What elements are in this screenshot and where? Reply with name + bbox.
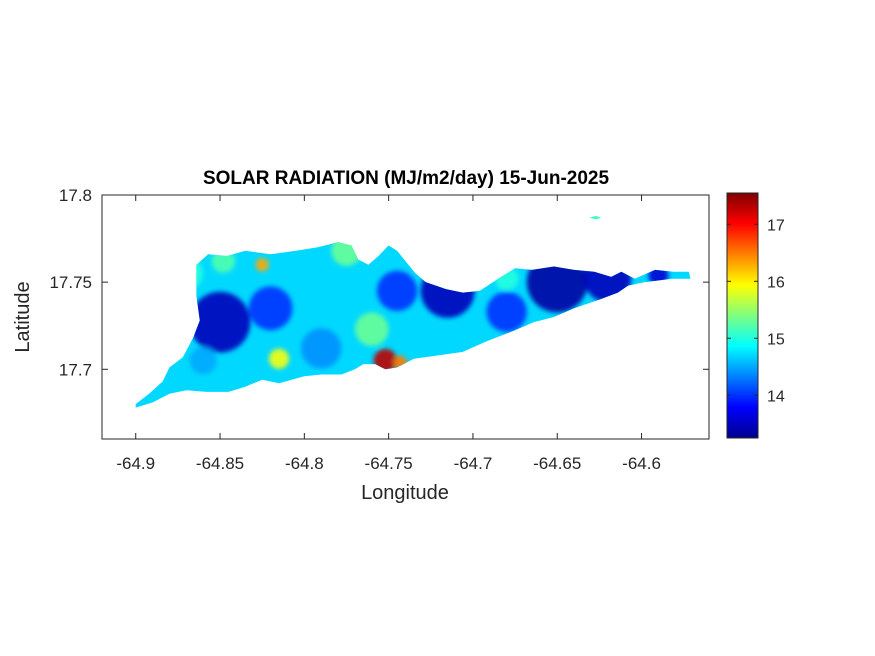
radiation-cell (189, 347, 217, 375)
colorbar-tick-label: 17 (767, 217, 785, 234)
x-tick-label: -64.8 (285, 454, 324, 473)
x-tick-label: -64.75 (365, 454, 413, 473)
radiation-cell (255, 258, 269, 272)
colorbar-tick-label: 15 (767, 331, 785, 348)
colorbar-tick-label: 16 (767, 274, 785, 291)
colorbar-gradient (726, 192, 759, 439)
radiation-cell (486, 291, 527, 332)
radiation-cell (211, 249, 236, 273)
chart-title: SOLAR RADIATION (MJ/m2/day) 15-Jun-2025 (203, 168, 610, 189)
islet (589, 215, 602, 220)
x-tick-label: -64.7 (454, 454, 493, 473)
y-tick-label: 17.8 (59, 186, 92, 205)
radiation-cell (189, 291, 251, 353)
radiation-cell (376, 270, 418, 312)
y-tick-label: 17.7 (59, 360, 92, 379)
plot-area: -64.9 -64.85 -64.8 -64.75 -64.7 -64.65 -64.6 1… (49, 186, 710, 473)
x-axis-ticks: -64.9 -64.85 -64.8 -64.75 -64.7 -64.65 -64.6 (116, 195, 661, 473)
x-tick-label: -64.65 (533, 454, 581, 473)
y-axis-ticks: 17.7 17.75 17.8 (49, 186, 709, 379)
x-tick-label: -64.6 (622, 454, 661, 473)
y-axis-label: Latitude (12, 281, 34, 352)
x-axis-label: Longitude (361, 482, 449, 504)
radiation-field (135, 242, 669, 404)
radiation-cell (354, 312, 389, 347)
radiation-cell (268, 348, 290, 369)
solar-radiation-map (135, 215, 691, 408)
plot-frame (101, 194, 710, 440)
colorbar: 14 15 16 17 (726, 192, 785, 439)
colorbar-ticks: 14 15 16 17 (727, 217, 785, 405)
radiation-cell (301, 328, 342, 369)
radiation-cell (248, 286, 293, 331)
x-tick-label: -64.85 (196, 454, 244, 473)
x-tick-label: -64.9 (116, 454, 155, 473)
y-tick-label: 17.75 (49, 273, 92, 292)
colorbar-tick-label: 14 (767, 388, 785, 405)
